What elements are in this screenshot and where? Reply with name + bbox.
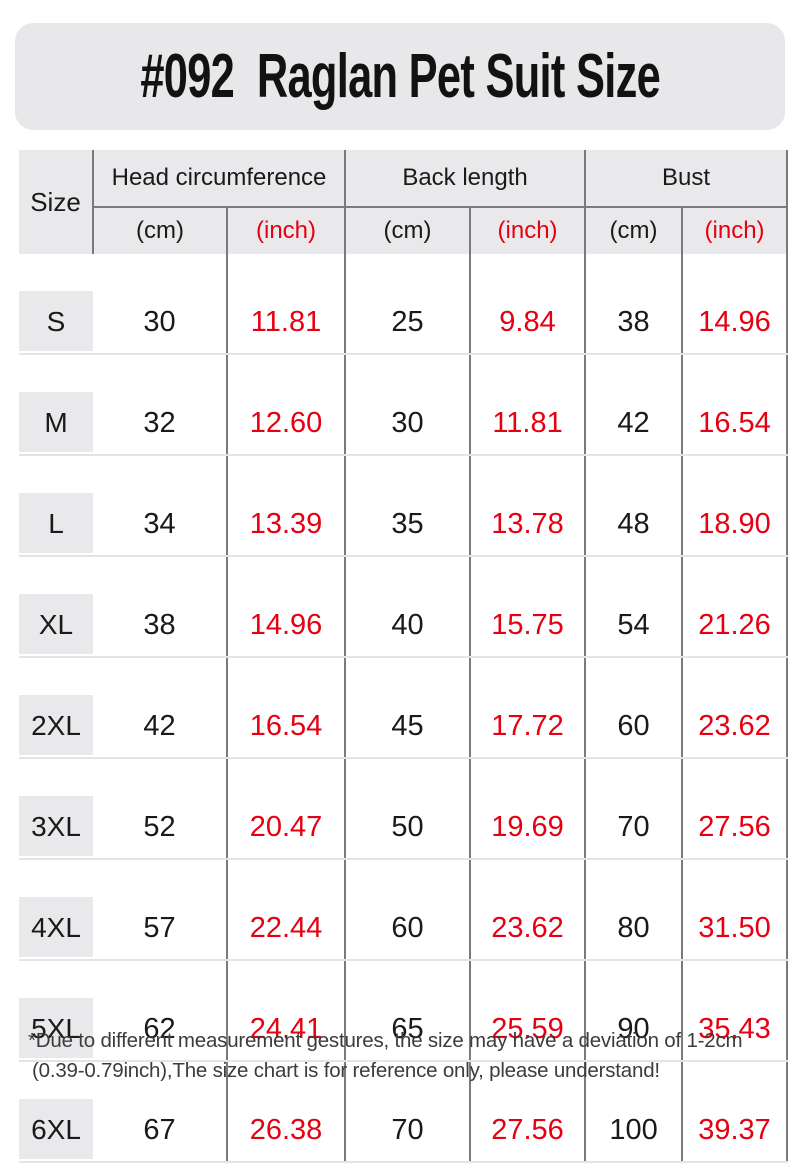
cell-back-cm: 40 <box>344 556 471 658</box>
size-table-body: S 30 11.81 25 9.84 38 14.96 M 32 12.60 30 11.81 42 16… <box>19 254 789 1163</box>
table-row: 2XL 42 16.54 45 17.72 60 23.62 <box>19 657 789 759</box>
header-unit-row: (cm) (inch) (cm) (inch) (cm) (inch) <box>19 207 789 254</box>
cell-back-cm: 60 <box>344 859 471 961</box>
size-chip: L <box>19 493 93 553</box>
size-table: Size Head circumference Back length Bust… <box>19 150 789 1163</box>
cell-bust-inch: 21.26 <box>681 556 789 658</box>
cell-bust-inch: 31.50 <box>681 859 789 961</box>
cell-back-cm: 45 <box>344 657 471 759</box>
size-chip: 6XL <box>19 1099 93 1159</box>
size-label-cell: XL <box>19 556 93 658</box>
cell-head-inch: 24.41 <box>225 960 346 1062</box>
size-label-cell: 5XL <box>19 960 93 1062</box>
header-unit-inch: (inch) <box>225 207 346 254</box>
table-row: 4XL 57 22.44 60 23.62 80 31.50 <box>19 859 789 961</box>
cell-back-inch: 11.81 <box>469 354 586 456</box>
table-row: S 30 11.81 25 9.84 38 14.96 <box>19 254 789 355</box>
cell-back-cm: 65 <box>344 960 471 1062</box>
cell-back-inch: 25.59 <box>469 960 586 1062</box>
cell-bust-inch: 35.43 <box>681 960 789 1062</box>
cell-back-inch: 9.84 <box>469 254 586 355</box>
size-chip: 3XL <box>19 796 93 856</box>
page: #092 Raglan Pet Suit Size Size Head circ… <box>15 23 789 1163</box>
size-label-cell: 3XL <box>19 758 93 860</box>
header-group-row: Size Head circumference Back length Bust <box>19 150 789 254</box>
cell-back-inch: 13.78 <box>469 455 586 557</box>
header-unit-inch: (inch) <box>469 207 586 254</box>
cell-bust-cm: 48 <box>584 455 683 557</box>
cell-head-inch: 16.54 <box>225 657 346 759</box>
cell-back-inch: 17.72 <box>469 657 586 759</box>
cell-head-inch: 11.81 <box>225 254 346 355</box>
header-group-head-circumference: Head circumference <box>93 150 346 208</box>
footnote-line2: (0.39-0.79inch),The size chart is for re… <box>32 1059 660 1082</box>
cell-head-cm: 62 <box>93 960 227 1062</box>
cell-head-cm: 52 <box>93 758 227 860</box>
cell-back-cm: 50 <box>344 758 471 860</box>
table-row: 3XL 52 20.47 50 19.69 70 27.56 <box>19 758 789 860</box>
title-banner: #092 Raglan Pet Suit Size <box>15 23 785 130</box>
cell-head-inch: 14.96 <box>225 556 346 658</box>
cell-bust-inch: 18.90 <box>681 455 789 557</box>
cell-back-cm: 30 <box>344 354 471 456</box>
header-unit-cm: (cm) <box>344 207 471 254</box>
table-row: XL 38 14.96 40 15.75 54 21.26 <box>19 556 789 658</box>
table-row: 5XL 62 24.41 65 25.59 90 35.43 <box>19 960 789 1062</box>
cell-bust-inch: 23.62 <box>681 657 789 759</box>
header-unit-inch: (inch) <box>681 207 789 254</box>
size-label-cell: 2XL <box>19 657 93 759</box>
header-unit-cm: (cm) <box>584 207 683 254</box>
cell-head-cm: 57 <box>93 859 227 961</box>
cell-bust-cm: 80 <box>584 859 683 961</box>
cell-head-cm: 34 <box>93 455 227 557</box>
page-title: #092 Raglan Pet Suit Size <box>140 42 660 111</box>
cell-head-inch: 22.44 <box>225 859 346 961</box>
cell-head-cm: 30 <box>93 254 227 355</box>
size-chip: 5XL <box>19 998 93 1058</box>
size-chip: M <box>19 392 93 452</box>
cell-bust-inch: 14.96 <box>681 254 789 355</box>
cell-head-inch: 12.60 <box>225 354 346 456</box>
header-group-bust: Bust <box>584 150 789 208</box>
cell-head-cm: 38 <box>93 556 227 658</box>
header-unit-cm: (cm) <box>93 207 227 254</box>
cell-bust-cm: 38 <box>584 254 683 355</box>
header-group-back-length: Back length <box>344 150 586 208</box>
cell-bust-cm: 60 <box>584 657 683 759</box>
size-label-cell: S <box>19 254 93 355</box>
cell-head-inch: 13.39 <box>225 455 346 557</box>
table-header: Size Head circumference Back length Bust… <box>19 150 789 254</box>
cell-head-cm: 32 <box>93 354 227 456</box>
table-row: L 34 13.39 35 13.78 48 18.90 <box>19 455 789 557</box>
cell-back-inch: 19.69 <box>469 758 586 860</box>
footnote: *Due to different measurement gestures, … <box>28 1026 788 1086</box>
cell-back-inch: 15.75 <box>469 556 586 658</box>
size-chip: S <box>19 291 93 351</box>
size-chip: 4XL <box>19 897 93 957</box>
size-label-cell: M <box>19 354 93 456</box>
cell-back-inch: 23.62 <box>469 859 586 961</box>
cell-bust-cm: 42 <box>584 354 683 456</box>
cell-bust-cm: 54 <box>584 556 683 658</box>
size-label-cell: 4XL <box>19 859 93 961</box>
cell-bust-cm: 70 <box>584 758 683 860</box>
header-size: Size <box>19 150 94 254</box>
cell-head-inch: 20.47 <box>225 758 346 860</box>
cell-back-cm: 35 <box>344 455 471 557</box>
cell-bust-inch: 16.54 <box>681 354 789 456</box>
size-label-cell: L <box>19 455 93 557</box>
size-chip: XL <box>19 594 93 654</box>
cell-bust-cm: 90 <box>584 960 683 1062</box>
size-chip: 2XL <box>19 695 93 755</box>
cell-back-cm: 25 <box>344 254 471 355</box>
table-row: M 32 12.60 30 11.81 42 16.54 <box>19 354 789 456</box>
footnote-line1: *Due to different measurement gestures, … <box>28 1029 743 1052</box>
cell-bust-inch: 27.56 <box>681 758 789 860</box>
cell-head-cm: 42 <box>93 657 227 759</box>
